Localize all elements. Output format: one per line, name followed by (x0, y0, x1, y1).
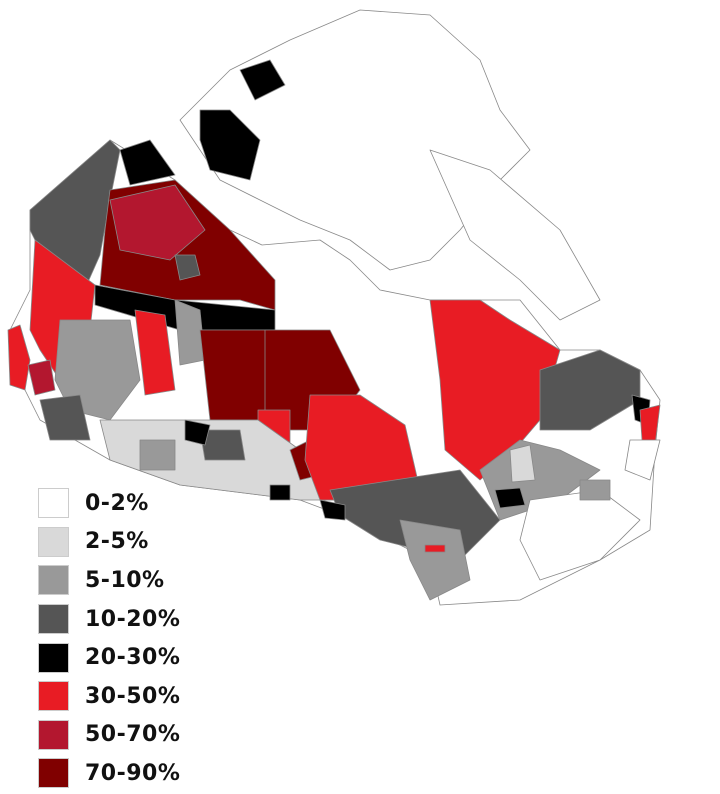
legend-swatch (38, 488, 69, 519)
legend-label: 0-2% (85, 490, 149, 516)
region-prairies-grey2 (139, 439, 176, 471)
region-ontario-south-light (399, 519, 471, 601)
legend-label: 20-30% (85, 645, 181, 671)
region-bc-island (7, 324, 31, 391)
region-toronto-red (424, 544, 446, 553)
legend-label: 2-5% (85, 529, 149, 555)
region-prairies-grey1 (199, 429, 246, 461)
region-quebec-black (494, 487, 526, 509)
legend-item: 2-5% (38, 523, 180, 562)
region-alberta-red (134, 309, 176, 396)
legend-swatch (38, 719, 69, 750)
region-bc-grey (39, 394, 91, 441)
region-labrador-red (639, 404, 661, 446)
region-northern-quebec (429, 299, 561, 481)
baffin-island (429, 149, 601, 321)
region-newfoundland (624, 439, 661, 481)
legend-swatch (38, 681, 69, 712)
legend-swatch (38, 526, 69, 557)
region-saskatchewan (199, 329, 271, 421)
legend-label: 50-70% (85, 722, 181, 748)
region-ontario-black (319, 499, 346, 521)
region-maritimes-grey (579, 479, 611, 501)
legend-swatch (38, 604, 69, 635)
legend-label: 5-10% (85, 567, 165, 593)
region-quebec-light (509, 444, 536, 483)
legend-item: 50-70% (38, 716, 180, 755)
legend-item: 70-90% (38, 754, 180, 793)
region-nwt-north (109, 184, 206, 261)
region-bc-south (27, 359, 56, 396)
legend-item: 30-50% (38, 677, 180, 716)
legend-swatch (38, 642, 69, 673)
legend-label: 70-90% (85, 760, 181, 786)
region-great-bear (174, 254, 201, 281)
region-banks-black (239, 59, 286, 101)
legend-item: 5-10% (38, 561, 180, 600)
legend-label: 10-20% (85, 606, 181, 632)
legend-item: 10-20% (38, 600, 180, 639)
region-arctic-black (119, 139, 176, 186)
region-prairies-black2 (269, 484, 291, 501)
region-victoria-island-black (199, 109, 261, 181)
legend-item: 20-30% (38, 638, 180, 677)
legend-swatch (38, 758, 69, 789)
legend-label: 30-50% (85, 683, 181, 709)
legend-swatch (38, 565, 69, 596)
legend-item: 0-2% (38, 484, 180, 523)
region-prairies-black1 (184, 419, 211, 446)
legend: 0-2% 2-5% 5-10% 10-20% 20-30% 30-50% 50-… (38, 484, 180, 793)
